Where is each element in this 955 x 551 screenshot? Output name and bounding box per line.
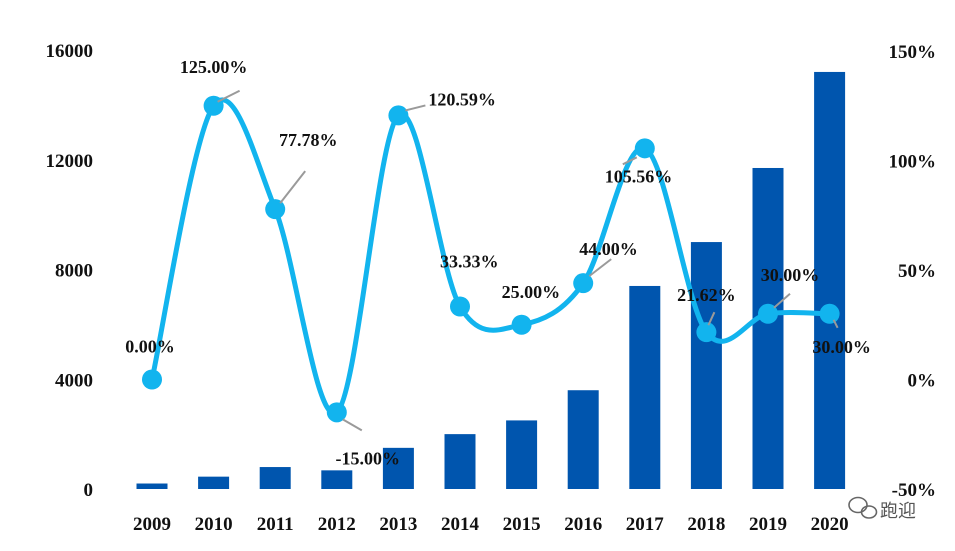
data-label-2019: 30.00% bbox=[761, 265, 820, 285]
leader-2010 bbox=[217, 89, 241, 103]
data-label-2009: 0.00% bbox=[125, 337, 175, 357]
point-2009 bbox=[142, 369, 162, 390]
data-label-2012: -15.00% bbox=[336, 448, 401, 468]
point-2014 bbox=[450, 296, 470, 317]
leader-2016 bbox=[588, 258, 612, 277]
left-tick-16000: 16000 bbox=[46, 41, 94, 62]
left-tick-8000: 8000 bbox=[55, 261, 93, 282]
left-axis-ticks: 0 4000 8000 12000 16000 bbox=[46, 41, 94, 501]
leader-2013 bbox=[405, 104, 426, 112]
left-tick-12000: 12000 bbox=[46, 151, 94, 172]
data-label-2011: 77.78% bbox=[279, 130, 338, 150]
left-tick-4000: 4000 bbox=[55, 370, 93, 391]
data-label-2017: 105.56% bbox=[605, 166, 673, 186]
watermark: 跑迎 bbox=[848, 496, 916, 522]
x-tick-2012: 2012 bbox=[318, 514, 356, 535]
bar-2018 bbox=[690, 242, 722, 489]
leader-2020 bbox=[832, 319, 839, 329]
watermark-text: 跑迎 bbox=[880, 501, 916, 522]
bar-2009 bbox=[136, 483, 168, 489]
data-label-2020: 30.00% bbox=[812, 337, 871, 357]
point-2017 bbox=[634, 138, 655, 159]
point-2018 bbox=[696, 322, 717, 343]
bar-2020 bbox=[814, 71, 846, 489]
bar-2011 bbox=[259, 467, 291, 489]
bar-2017 bbox=[629, 285, 661, 489]
right-axis-ticks: -50% 0% 50% 100% 150% bbox=[889, 42, 937, 501]
x-tick-2010: 2010 bbox=[195, 514, 233, 535]
data-label-2010: 125.00% bbox=[180, 57, 248, 77]
right-tick-100%: 100% bbox=[889, 152, 937, 173]
bar-2010 bbox=[198, 476, 230, 489]
leader-2018 bbox=[707, 311, 716, 326]
leader-2011 bbox=[279, 170, 306, 204]
x-axis-ticks: 2009 2010 2011 2012 2013 2014 2015 2016 2017 2018… bbox=[133, 514, 849, 535]
point-2019 bbox=[758, 303, 778, 324]
right-tick-150%: 150% bbox=[889, 42, 937, 63]
bar-2013 bbox=[382, 447, 414, 489]
right-tick-0%: 0% bbox=[908, 371, 937, 392]
point-2016 bbox=[573, 273, 594, 294]
label-leader-lines bbox=[217, 89, 839, 432]
point-2013 bbox=[388, 105, 409, 126]
point-2015 bbox=[511, 314, 532, 335]
bar-2012 bbox=[321, 470, 353, 489]
bar-2015 bbox=[506, 420, 538, 489]
data-labels: 0.00% 125.00% 77.78% -15.00% 120.59% 33.33%25… bbox=[125, 57, 871, 469]
growth-line bbox=[149, 97, 830, 416]
right-tick-50%: 50% bbox=[898, 261, 936, 282]
x-tick-2015: 2015 bbox=[503, 514, 541, 535]
bar-2019 bbox=[752, 167, 784, 489]
growth-line-series bbox=[142, 95, 840, 423]
data-label-2013: 120.59% bbox=[428, 89, 496, 109]
x-tick-2019: 2019 bbox=[749, 514, 787, 535]
bar-series bbox=[136, 71, 846, 489]
wechat-icon bbox=[848, 496, 878, 519]
point-2010 bbox=[203, 95, 224, 116]
left-tick-0: 0 bbox=[84, 480, 94, 501]
leader-2012 bbox=[342, 418, 363, 432]
leader-2019 bbox=[773, 293, 791, 309]
x-tick-2014: 2014 bbox=[441, 514, 480, 535]
point-2020 bbox=[819, 303, 840, 324]
x-tick-2020: 2020 bbox=[811, 514, 849, 535]
x-tick-2016: 2016 bbox=[564, 514, 602, 535]
right-tick--50%: -50% bbox=[892, 480, 936, 501]
data-label-2015: 25.00% bbox=[502, 282, 560, 302]
point-2012 bbox=[326, 402, 347, 423]
x-tick-2011: 2011 bbox=[257, 514, 294, 535]
data-label-2018: 21.62% bbox=[677, 285, 736, 305]
bar-2016 bbox=[567, 390, 599, 489]
x-tick-2013: 2013 bbox=[379, 514, 417, 535]
data-label-2014: 33.33% bbox=[440, 252, 499, 272]
data-label-2016: 44.00% bbox=[579, 239, 638, 259]
x-tick-2018: 2018 bbox=[687, 514, 725, 535]
bar-2014 bbox=[444, 434, 476, 489]
point-2011 bbox=[265, 199, 286, 220]
x-tick-2017: 2017 bbox=[626, 514, 665, 535]
leader-2017 bbox=[622, 156, 638, 166]
x-tick-2009: 2009 bbox=[133, 514, 171, 535]
